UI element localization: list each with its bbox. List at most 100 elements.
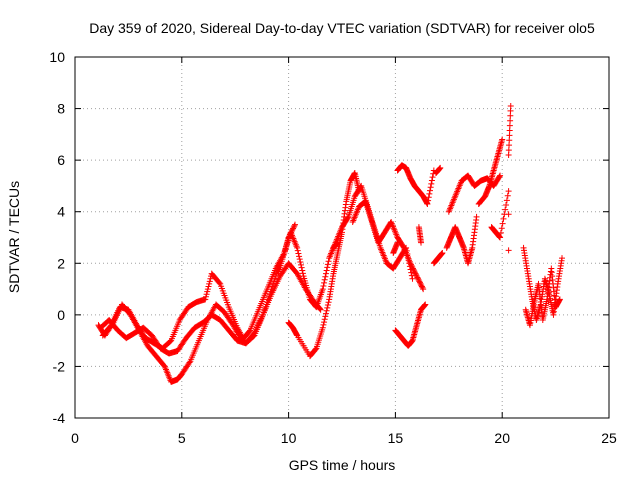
data-point-fill [503,197,510,204]
data-point-fill [203,291,210,298]
data-point-fill [409,264,416,271]
data-point [499,136,506,143]
data-point [202,296,209,303]
data-point-fill [316,305,323,312]
data-point-fill [504,192,511,199]
data-point [418,239,425,246]
data-point-fill [320,321,327,328]
data-point-fill [357,183,364,190]
data-point-fill [299,267,306,274]
data-point-fill [499,220,506,227]
data-point [497,234,504,241]
y-tick-label: -2 [53,358,66,374]
data-point-fill [295,250,302,257]
data-point-fill [322,310,329,317]
data-point-fill [291,222,298,229]
data-point-fill [496,173,503,180]
data-point-fill [502,206,509,213]
data-point-fill [323,267,330,274]
data-point-fill [418,283,425,290]
data-point-fill [294,247,301,254]
data-point [292,221,299,228]
data-point-fill [425,197,432,204]
data-point-fill [296,253,303,260]
data-point-fill [321,279,328,286]
data-point-fill [206,280,213,287]
data-point-fill [320,282,327,289]
chart-title: Day 359 of 2020, Sidereal Day-to-day VTE… [89,20,595,36]
data-point-fill [297,258,304,265]
y-axis-label: SDTVAR / TECUs [6,181,22,293]
data-point-fill [324,302,331,309]
data-point-fill [246,328,253,335]
x-tick-label: 5 [178,430,186,446]
data-point-fill [321,316,328,323]
x-tick-label: 20 [494,430,510,446]
y-tick-label: 2 [57,255,65,271]
data-point [319,324,326,331]
data-point [505,188,512,195]
data-point [422,301,429,308]
data-point-fill [297,261,304,268]
data-point-fill [411,269,418,276]
data-point-fill [413,271,420,278]
y-tick-label: 8 [57,101,65,117]
data-point-fill [426,190,433,197]
data-point-fill [344,214,351,221]
data-point-fill [324,261,331,268]
data-point [424,200,431,207]
data-point-fill [271,275,278,282]
data-point-fill [428,177,435,184]
data-point [420,286,427,293]
data-point-fill [407,261,414,268]
data-point-fill [415,277,422,284]
data-point-fill [204,288,211,295]
data-point-fill [216,279,223,286]
data-point [334,239,341,246]
data-point [394,239,401,246]
data-point-fill [430,170,437,177]
data-point [556,296,563,303]
x-tick-label: 0 [71,430,79,446]
x-tick-label: 10 [281,430,297,446]
data-point-fill [325,299,332,306]
data-point-fill [410,266,417,273]
data-point-fill [400,243,407,250]
data-points [95,102,566,385]
data-point [409,275,416,282]
data-point-fill [290,225,297,232]
data-point-fill [497,229,504,236]
data-point-fill [414,274,421,281]
data-point-fill [325,258,332,265]
data-point-fill [416,279,423,286]
data-point-fill [427,187,434,194]
data-point-fill [186,359,193,366]
x-tick-label: 15 [388,430,404,446]
data-point [505,247,512,254]
data-point [559,255,566,262]
data-point-fill [408,262,415,269]
data-point-fill [417,280,424,287]
data-point-fill [321,276,328,283]
data-point-fill [419,284,426,291]
data-point-fill [427,184,434,191]
data-point [505,211,512,218]
data-point-fill [429,174,436,181]
data-point-fill [324,304,331,311]
data-point-fill [411,268,418,275]
data-point [473,213,480,220]
data-point [407,260,414,267]
grid-lines [75,57,609,418]
data-point-fill [412,270,419,277]
data-point-fill [270,280,277,287]
data-point-fill [428,180,435,187]
data-point [437,164,444,171]
data-point-fill [418,282,425,289]
data-point-fill [296,256,303,263]
data-point-fill [202,293,209,300]
data-point [317,306,324,313]
y-tick-label: 10 [49,49,65,65]
data-point [507,102,514,109]
data-point-fill [415,275,422,282]
